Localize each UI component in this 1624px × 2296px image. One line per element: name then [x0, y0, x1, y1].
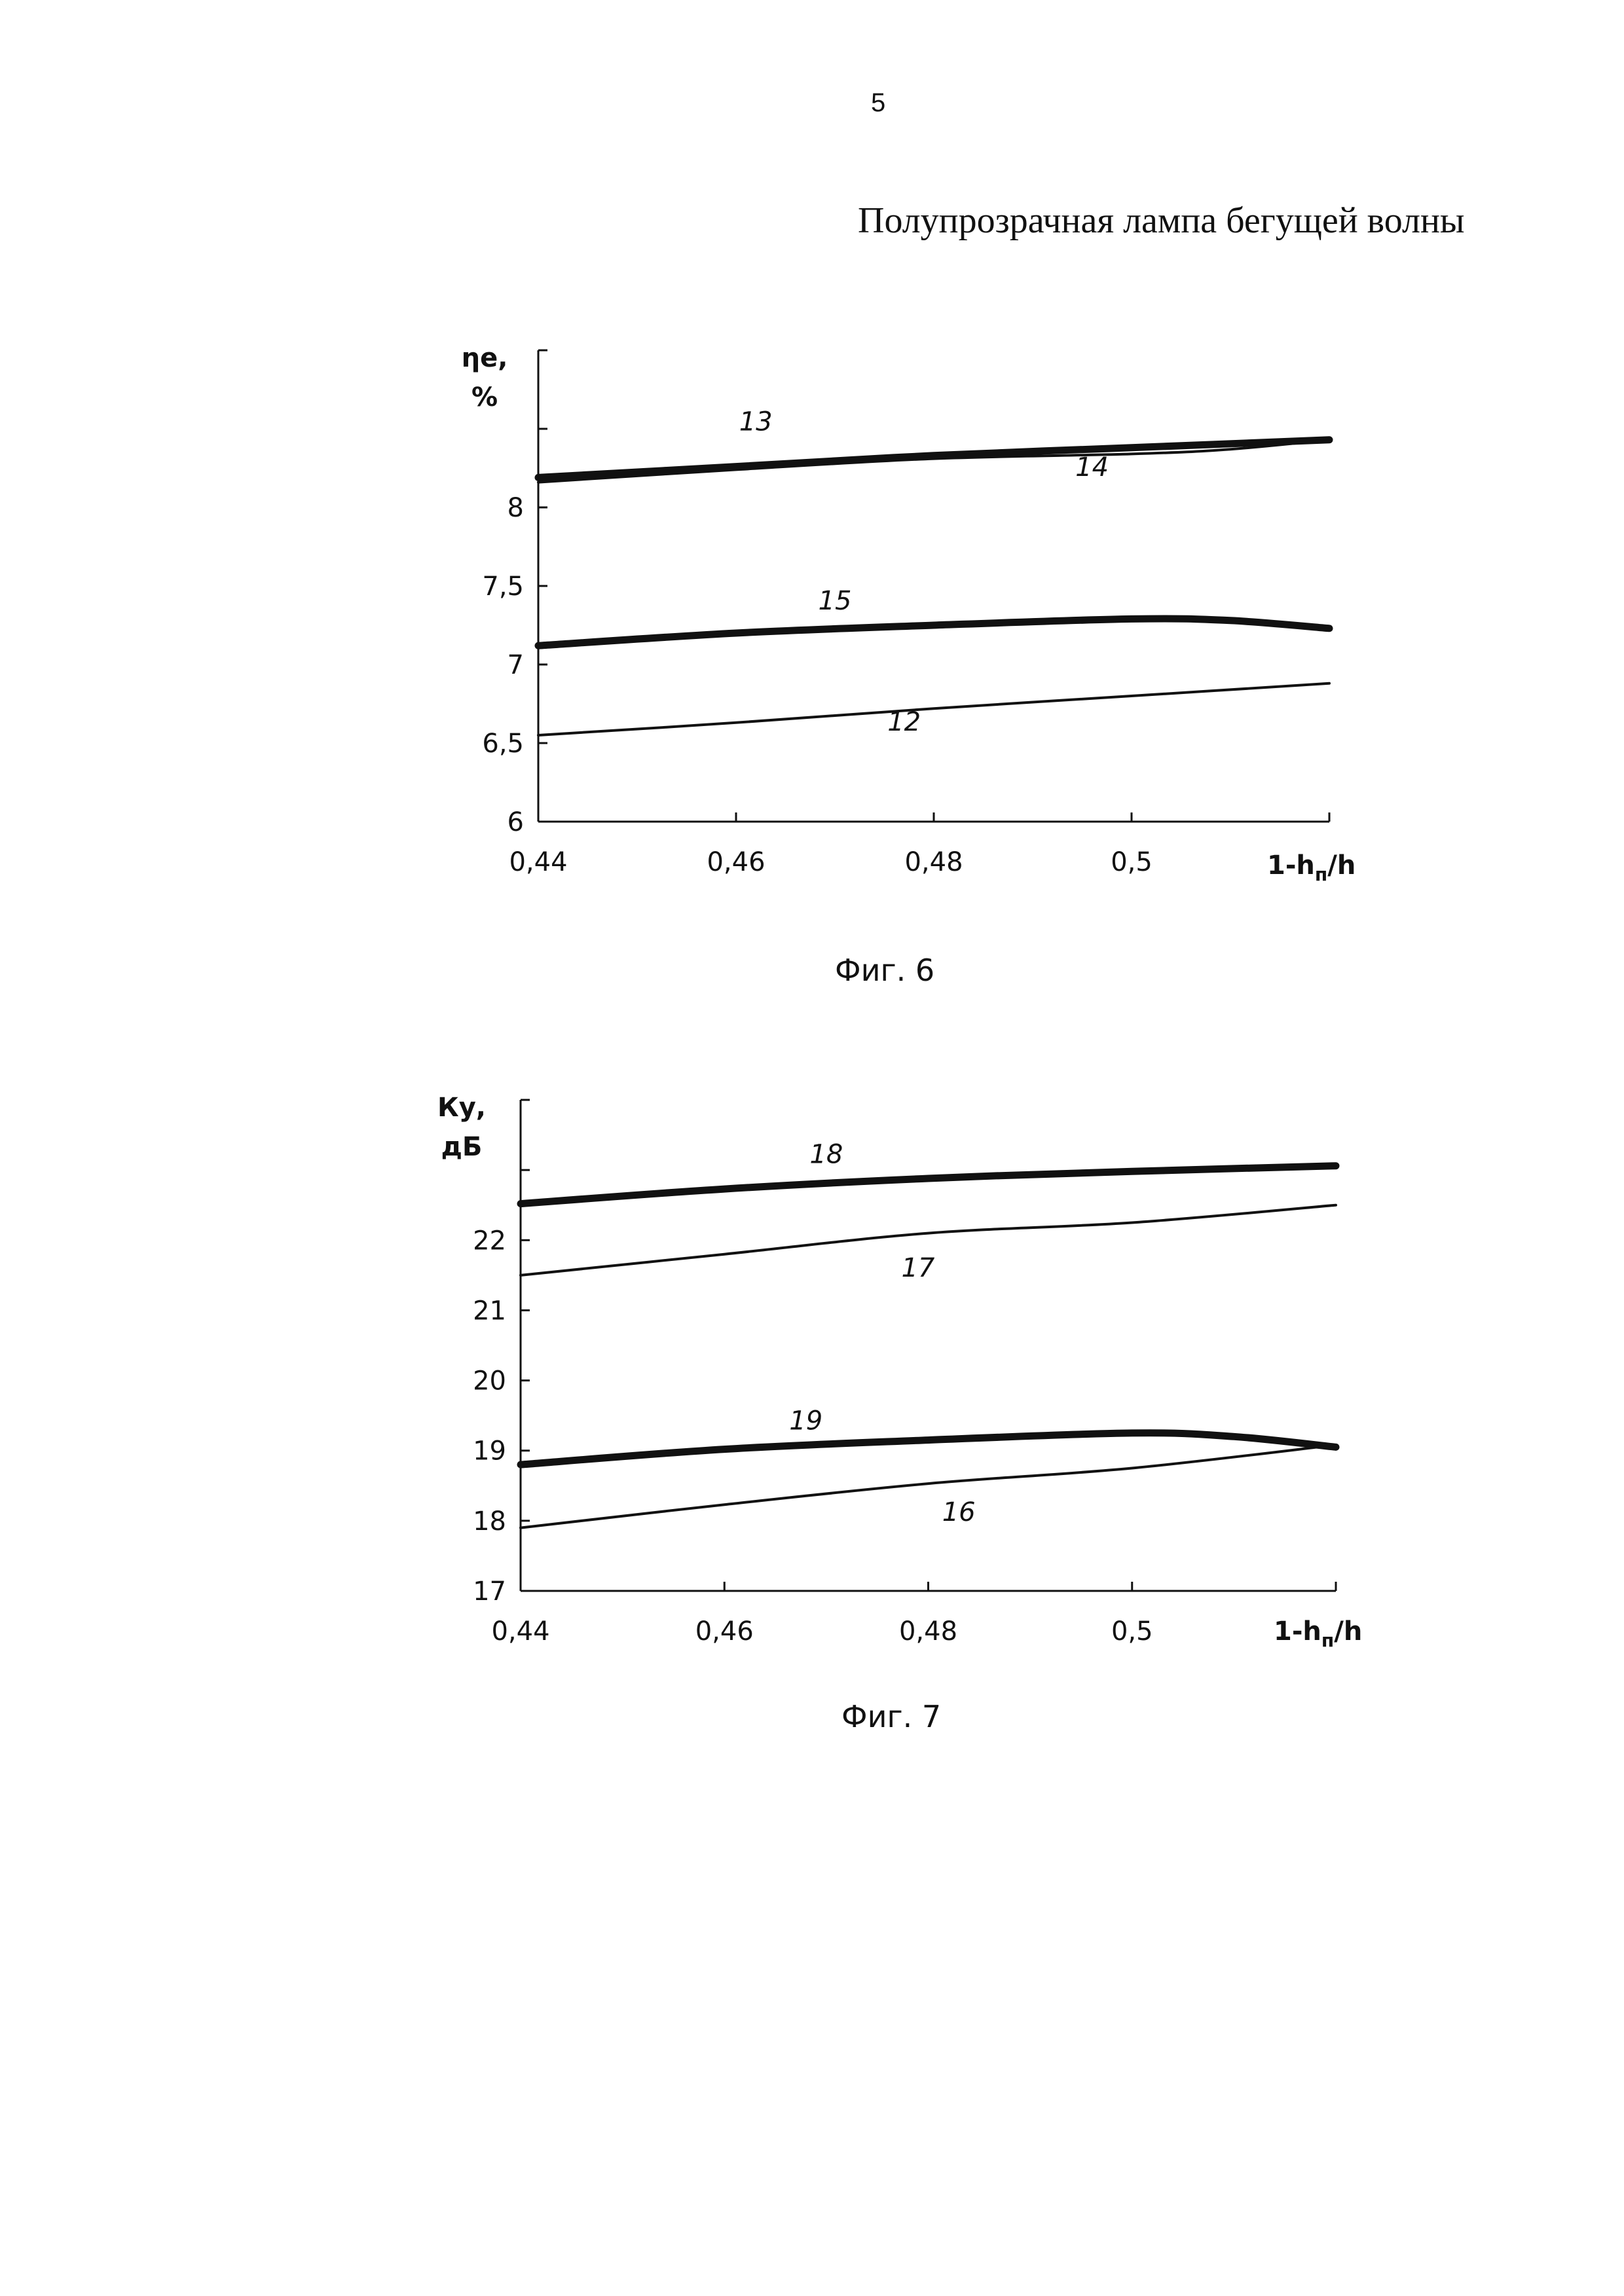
x-tick-label: 0,5: [1111, 847, 1153, 877]
y-axis-label: ηe,: [462, 343, 508, 373]
x-tick-label: 0,44: [491, 1616, 549, 1647]
x-tick-label: 0,48: [904, 847, 963, 877]
x-tick-label: 0,46: [695, 1616, 754, 1647]
y-tick-label: 21: [473, 1296, 506, 1326]
figure-7-chart: 17 18 19 20 21 22 0,44 0,46 0,48 0,5 Ку, дБ 1-hп/h 18…: [437, 1093, 1362, 1651]
curve-15: [538, 619, 1329, 646]
x-axis-label: 1-hп/h: [1274, 1616, 1362, 1651]
y-tick-label: 18: [473, 1506, 506, 1537]
y-tick-label: 8: [507, 493, 524, 523]
x-tick-label: 0,5: [1111, 1616, 1153, 1647]
curve-label-19: 19: [789, 1406, 822, 1436]
curve-label-17: 17: [901, 1253, 934, 1283]
curve-label-15: 15: [819, 586, 852, 616]
y-tick-label: 6,5: [482, 729, 524, 759]
x-tick-label: 0,46: [707, 847, 765, 877]
curve-18: [521, 1166, 1336, 1204]
curve-label-12: 12: [887, 707, 921, 737]
y-tick-label: 7: [507, 650, 524, 680]
curve-label-16: 16: [942, 1497, 976, 1527]
y-tick-label: 22: [473, 1226, 506, 1256]
x-tick-label: 0,48: [899, 1616, 957, 1647]
curve-label-14: 14: [1075, 452, 1109, 483]
y-axis-label: Ку,: [437, 1093, 486, 1123]
y-tick-label: 19: [473, 1436, 506, 1467]
y-tick-label: 20: [473, 1366, 506, 1396]
y-axis-label: %: [471, 382, 498, 412]
curve-label-18: 18: [809, 1139, 843, 1169]
figure-6-caption: Фиг. 6: [835, 953, 934, 988]
y-tick-label: 7,5: [482, 572, 524, 602]
y-tick-label: 17: [473, 1576, 506, 1607]
curve-12: [538, 683, 1329, 735]
figure-7-caption: Фиг. 7: [841, 1699, 941, 1734]
y-tick-label: 6: [507, 807, 524, 837]
figure-6-chart: 6 6,5 7 7,5 8 0,44 0,46 0,48 0,5 ηe,% 1-hп/h 13 14 15…: [462, 343, 1356, 885]
y-axis-label: дБ: [441, 1132, 483, 1162]
x-axis-label: 1-hп/h: [1267, 850, 1356, 885]
x-tick-label: 0,44: [509, 847, 567, 877]
curve-label-13: 13: [739, 407, 773, 437]
